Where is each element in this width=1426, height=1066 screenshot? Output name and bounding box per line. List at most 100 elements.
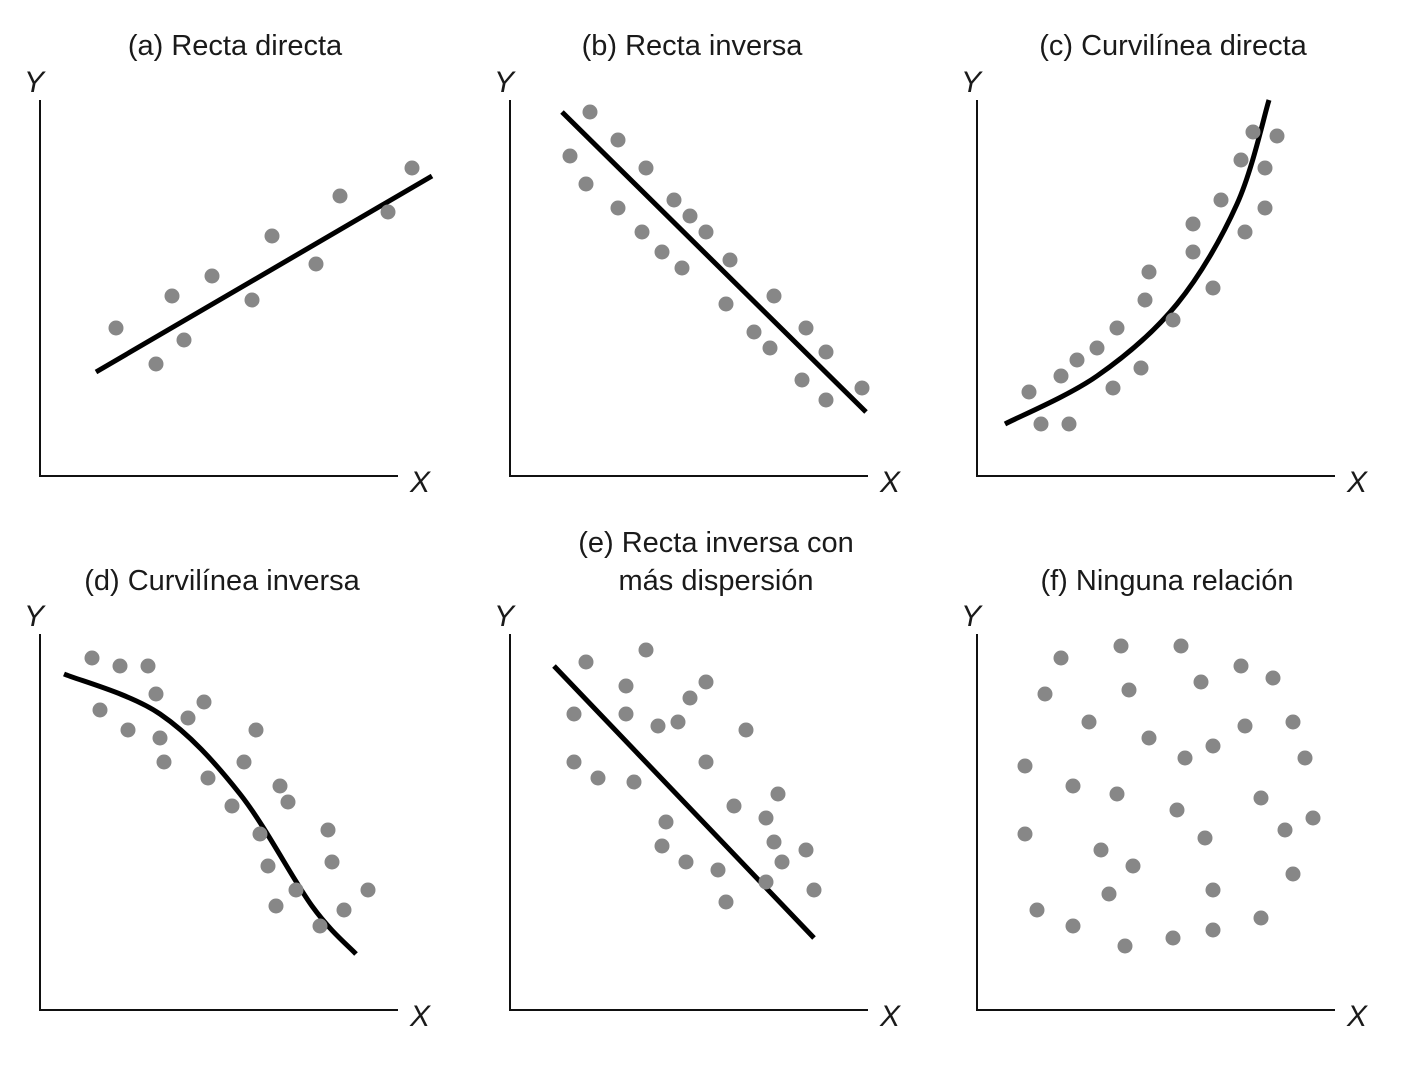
- data-point: [562, 148, 578, 164]
- data-point: [682, 208, 698, 224]
- data-point: [380, 204, 396, 220]
- data-point: [308, 256, 324, 272]
- data-point: [1065, 778, 1081, 794]
- data-point: [722, 252, 738, 268]
- data-point: [718, 296, 734, 312]
- data-point: [1269, 128, 1285, 144]
- data-point: [566, 706, 582, 722]
- data-point: [650, 718, 666, 734]
- data-point: [1081, 714, 1097, 730]
- y-axis-label: Y: [961, 66, 983, 99]
- data-point: [818, 344, 834, 360]
- panel-e: (e) Recta inversa con más dispersión Y X: [494, 527, 901, 1033]
- data-point: [638, 160, 654, 176]
- data-point: [1205, 882, 1221, 898]
- data-point: [770, 786, 786, 802]
- data-point: [120, 722, 136, 738]
- data-point: [654, 838, 670, 854]
- data-point: [1253, 910, 1269, 926]
- data-point: [288, 882, 304, 898]
- data-point: [762, 340, 778, 356]
- data-point: [626, 774, 642, 790]
- data-point: [1101, 886, 1117, 902]
- data-point: [798, 842, 814, 858]
- data-point: [674, 260, 690, 276]
- data-point: [1205, 280, 1221, 296]
- data-point: [1021, 384, 1037, 400]
- panel-title: (b) Recta inversa: [582, 30, 804, 62]
- data-point: [766, 288, 782, 304]
- data-point: [758, 874, 774, 890]
- panel-b: (b) Recta inversa Y X: [494, 30, 901, 499]
- data-point: [666, 192, 682, 208]
- data-point: [264, 228, 280, 244]
- data-point: [196, 694, 212, 710]
- data-point: [1125, 858, 1141, 874]
- data-point: [1053, 650, 1069, 666]
- data-point: [1297, 750, 1313, 766]
- data-point: [1233, 152, 1249, 168]
- data-point: [678, 854, 694, 870]
- data-point: [774, 854, 790, 870]
- x-axis-label: X: [879, 1000, 901, 1033]
- panel-title: (d) Curvilínea inversa: [84, 565, 360, 597]
- data-point: [726, 798, 742, 814]
- data-point: [1257, 200, 1273, 216]
- data-point: [92, 702, 108, 718]
- data-point: [698, 224, 714, 240]
- data-point: [854, 380, 870, 396]
- data-point: [818, 392, 834, 408]
- axes: [976, 634, 1335, 1011]
- data-point: [1237, 718, 1253, 734]
- data-point: [204, 268, 220, 284]
- data-point: [252, 826, 268, 842]
- data-point: [1237, 224, 1253, 240]
- data-point: [758, 810, 774, 826]
- data-point: [1141, 264, 1157, 280]
- panel-title: (e) Recta inversa con más dispersión: [578, 527, 854, 597]
- trend-line: [552, 664, 816, 940]
- data-point: [578, 176, 594, 192]
- data-point: [670, 714, 686, 730]
- data-point: [148, 356, 164, 372]
- data-point: [746, 324, 762, 340]
- data-point: [566, 754, 582, 770]
- panel-f: (f) Ninguna relación Y X: [961, 565, 1368, 1033]
- data-point: [1205, 738, 1221, 754]
- panel-title: (f) Ninguna relación: [1040, 565, 1293, 597]
- data-point: [1069, 352, 1085, 368]
- data-point: [1089, 340, 1105, 356]
- data-point: [1137, 292, 1153, 308]
- data-point: [1305, 810, 1321, 826]
- data-point: [1165, 312, 1181, 328]
- data-point: [610, 200, 626, 216]
- data-point: [1285, 866, 1301, 882]
- data-point: [164, 288, 180, 304]
- y-axis-label: Y: [494, 66, 516, 99]
- data-point: [1257, 160, 1273, 176]
- data-point: [710, 862, 726, 878]
- y-axis-label: Y: [494, 600, 516, 633]
- data-point: [798, 320, 814, 336]
- data-point: [1233, 658, 1249, 674]
- x-axis-label: X: [409, 466, 431, 499]
- data-point: [1105, 380, 1121, 396]
- data-point: [312, 918, 328, 934]
- data-point: [1061, 416, 1077, 432]
- data-point: [1121, 682, 1137, 698]
- data-point: [1141, 730, 1157, 746]
- data-point: [590, 770, 606, 786]
- data-point: [140, 658, 156, 674]
- data-point: [766, 834, 782, 850]
- data-point: [1017, 758, 1033, 774]
- data-point: [180, 710, 196, 726]
- data-point: [1093, 842, 1109, 858]
- title-line-2: más dispersión: [618, 565, 813, 597]
- data-point: [1265, 670, 1281, 686]
- x-axis-label: X: [1346, 1000, 1368, 1033]
- axes: [39, 634, 398, 1011]
- data-point: [1065, 918, 1081, 934]
- data-point: [1113, 638, 1129, 654]
- data-point: [360, 882, 376, 898]
- trend-line: [1003, 99, 1272, 427]
